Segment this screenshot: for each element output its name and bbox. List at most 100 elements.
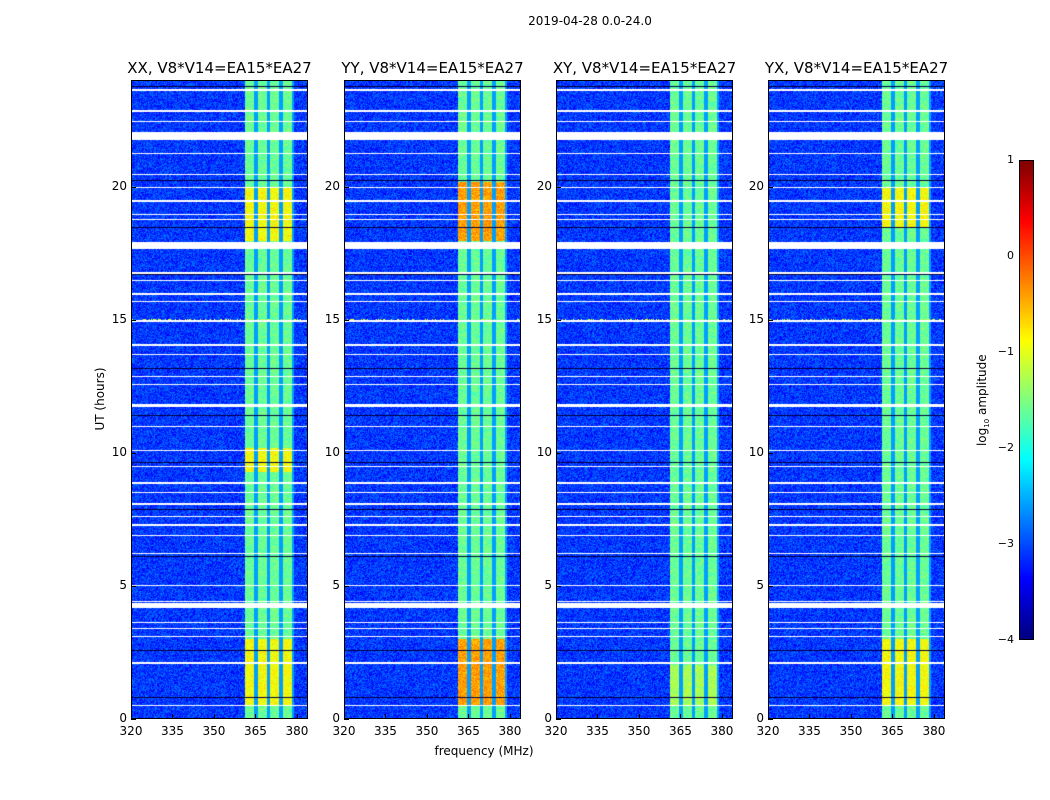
x-tick bbox=[426, 714, 428, 719]
heatmap-panel bbox=[768, 80, 945, 719]
x-tick-label: 335 bbox=[161, 724, 184, 738]
y-tick bbox=[556, 585, 561, 587]
y-tick bbox=[344, 319, 349, 321]
x-tick bbox=[509, 714, 511, 719]
x-tick bbox=[131, 714, 132, 719]
y-tick-label: 0 bbox=[756, 711, 764, 725]
x-tick bbox=[385, 714, 387, 719]
x-tick bbox=[556, 714, 557, 719]
panel-title: XX, V8*V14=EA15*EA27 bbox=[127, 59, 312, 77]
y-tick bbox=[768, 186, 773, 188]
x-tick bbox=[638, 714, 640, 719]
x-tick-label: 380 bbox=[922, 724, 946, 738]
y-tick bbox=[344, 452, 349, 454]
x-tick-label: 380 bbox=[710, 724, 734, 738]
heatmap-canvas bbox=[557, 81, 732, 718]
y-tick bbox=[131, 452, 136, 454]
x-tick bbox=[213, 714, 215, 719]
x-tick-label: 350 bbox=[202, 724, 226, 738]
y-tick-label: 15 bbox=[536, 311, 552, 326]
x-tick bbox=[172, 714, 174, 719]
x-axis-label: frequency (MHz) bbox=[434, 744, 534, 758]
y-tick-label: 15 bbox=[748, 311, 764, 326]
x-tick bbox=[680, 714, 682, 719]
x-tick bbox=[468, 714, 470, 719]
y-tick bbox=[768, 719, 773, 720]
y-tick-label: 10 bbox=[111, 444, 127, 459]
x-tick bbox=[768, 714, 769, 719]
heatmap-panel bbox=[344, 80, 521, 719]
x-tick-label: 380 bbox=[285, 724, 309, 738]
x-tick bbox=[809, 714, 811, 719]
y-tick-label: 20 bbox=[324, 178, 340, 193]
y-tick-label: 10 bbox=[536, 444, 552, 459]
panel-title: XY, V8*V14=EA15*EA27 bbox=[552, 59, 737, 77]
x-tick bbox=[296, 714, 298, 719]
colorbar-tick-label: −2 bbox=[997, 441, 1014, 454]
colorbar bbox=[1019, 160, 1034, 640]
y-tick-label: 5 bbox=[119, 577, 127, 592]
colorbar-tick-label: 1 bbox=[1007, 153, 1014, 166]
y-tick bbox=[344, 585, 349, 587]
y-tick-label: 20 bbox=[111, 178, 127, 193]
y-tick bbox=[768, 585, 773, 587]
y-tick bbox=[344, 719, 349, 720]
x-tick-label: 365 bbox=[669, 724, 692, 738]
heatmap-canvas bbox=[132, 81, 307, 718]
panel-title: YX, V8*V14=EA15*EA27 bbox=[764, 59, 949, 77]
colorbar-label: log10 amplitude bbox=[974, 354, 992, 447]
y-tick-label: 5 bbox=[544, 577, 552, 592]
y-tick bbox=[131, 186, 136, 188]
y-tick-label: 20 bbox=[536, 178, 552, 193]
heatmap-canvas bbox=[769, 81, 944, 718]
x-tick-label: 335 bbox=[586, 724, 609, 738]
y-tick-label: 0 bbox=[119, 711, 127, 725]
y-tick bbox=[556, 719, 561, 720]
x-tick-label: 350 bbox=[415, 724, 439, 738]
y-tick-label: 10 bbox=[748, 444, 764, 459]
y-tick-label: 10 bbox=[324, 444, 340, 459]
y-tick bbox=[556, 186, 561, 188]
colorbar-tick-label: −3 bbox=[997, 537, 1014, 550]
y-tick-label: 15 bbox=[324, 311, 340, 326]
y-tick bbox=[768, 452, 773, 454]
x-tick-label: 365 bbox=[881, 724, 904, 738]
x-tick-label: 335 bbox=[374, 724, 397, 738]
x-tick-label: 320 bbox=[119, 724, 143, 738]
colorbar-tick-label: −4 bbox=[997, 633, 1014, 646]
x-tick-label: 365 bbox=[244, 724, 267, 738]
y-tick-label: 15 bbox=[111, 311, 127, 326]
x-tick bbox=[892, 714, 894, 719]
x-tick-label: 350 bbox=[839, 724, 863, 738]
x-tick bbox=[344, 714, 345, 719]
heatmap-panel bbox=[131, 80, 308, 719]
x-tick bbox=[850, 714, 852, 719]
heatmap-canvas bbox=[345, 81, 520, 718]
x-tick bbox=[597, 714, 599, 719]
y-tick-label: 0 bbox=[544, 711, 552, 725]
y-tick bbox=[344, 186, 349, 188]
figure-title: 2019-04-28 0.0-24.0 bbox=[528, 14, 652, 28]
colorbar-tick-label: −1 bbox=[997, 345, 1014, 358]
y-tick bbox=[556, 319, 561, 321]
y-tick bbox=[131, 585, 136, 587]
y-tick bbox=[556, 452, 561, 454]
y-tick bbox=[131, 719, 136, 720]
x-tick bbox=[721, 714, 723, 719]
x-tick bbox=[255, 714, 257, 719]
x-tick-label: 365 bbox=[457, 724, 480, 738]
y-tick-label: 5 bbox=[332, 577, 340, 592]
y-tick bbox=[131, 319, 136, 321]
x-tick-label: 380 bbox=[498, 724, 522, 738]
x-tick bbox=[933, 714, 935, 719]
heatmap-panel bbox=[556, 80, 733, 719]
y-tick bbox=[768, 319, 773, 321]
x-tick-label: 320 bbox=[756, 724, 780, 738]
x-tick-label: 320 bbox=[544, 724, 568, 738]
y-tick-label: 5 bbox=[756, 577, 764, 592]
y-tick-label: 0 bbox=[332, 711, 340, 725]
colorbar-tick-label: 0 bbox=[1007, 249, 1014, 262]
x-tick-label: 320 bbox=[332, 724, 356, 738]
x-tick-label: 335 bbox=[798, 724, 821, 738]
